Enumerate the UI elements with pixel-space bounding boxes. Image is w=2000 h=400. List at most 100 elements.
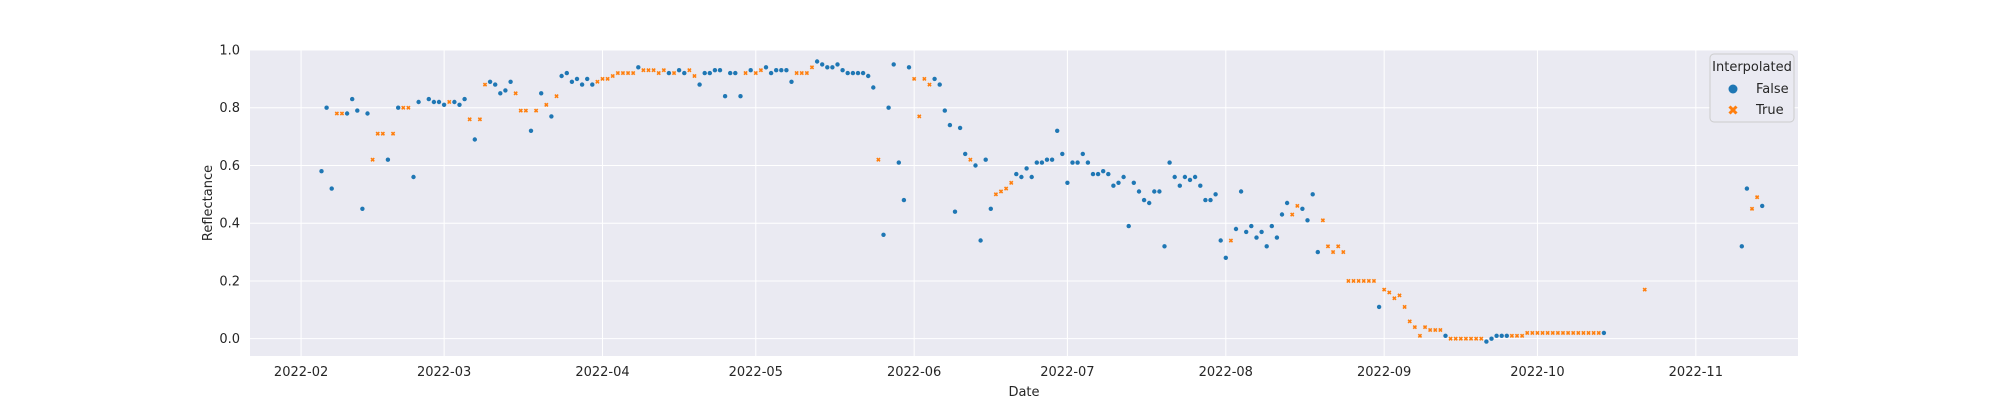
point-true bbox=[1407, 319, 1412, 324]
point-true bbox=[968, 157, 973, 162]
point-true bbox=[477, 117, 483, 122]
point-false bbox=[779, 68, 784, 73]
point-true bbox=[809, 65, 815, 70]
point-true bbox=[1356, 278, 1361, 284]
x-tick-label: 2022-10 bbox=[1510, 365, 1564, 380]
point-false bbox=[1075, 160, 1080, 165]
point-false bbox=[1182, 174, 1188, 180]
point-false bbox=[431, 99, 437, 105]
point-false bbox=[988, 206, 993, 211]
point-true bbox=[1295, 203, 1300, 209]
point-false bbox=[360, 206, 365, 211]
point-false bbox=[845, 70, 850, 76]
point-false bbox=[1249, 223, 1254, 229]
point-false bbox=[1085, 160, 1091, 165]
point-false bbox=[528, 128, 534, 133]
point-false bbox=[1484, 339, 1489, 344]
point-false bbox=[666, 70, 672, 76]
point-true bbox=[927, 82, 932, 87]
point-true bbox=[1341, 249, 1346, 255]
point-true bbox=[1545, 330, 1550, 336]
point-false bbox=[1499, 333, 1504, 338]
point-true bbox=[922, 76, 927, 82]
point-false bbox=[881, 232, 886, 237]
point-false bbox=[983, 157, 988, 162]
point-true bbox=[1749, 206, 1755, 211]
point-false bbox=[365, 111, 370, 116]
legend: Interpolated False True bbox=[1709, 53, 1795, 123]
point-true bbox=[1427, 327, 1433, 333]
point-false bbox=[697, 82, 702, 87]
point-true bbox=[625, 70, 631, 76]
point-true bbox=[595, 79, 600, 84]
point-true bbox=[911, 76, 917, 82]
point-true bbox=[1438, 327, 1443, 333]
point-true bbox=[380, 131, 385, 136]
point-false bbox=[1136, 189, 1142, 194]
point-false bbox=[1039, 160, 1045, 165]
point-false bbox=[676, 68, 682, 73]
point-true bbox=[656, 70, 661, 76]
x-tick-label: 2022-11 bbox=[1669, 365, 1723, 380]
point-true bbox=[600, 76, 605, 82]
point-true bbox=[1228, 238, 1234, 243]
point-false bbox=[472, 137, 477, 142]
point-false bbox=[1101, 169, 1106, 174]
y-tick-label: 0.6 bbox=[219, 159, 240, 174]
point-false bbox=[1060, 151, 1065, 157]
point-false bbox=[324, 105, 329, 110]
point-false bbox=[1070, 160, 1075, 165]
point-true bbox=[1346, 278, 1351, 284]
point-false bbox=[1233, 226, 1239, 232]
point-false bbox=[1192, 174, 1198, 180]
point-true bbox=[1525, 330, 1530, 336]
point-false bbox=[1044, 157, 1050, 162]
point-true bbox=[1596, 330, 1601, 336]
point-false bbox=[329, 186, 334, 191]
point-false bbox=[436, 99, 442, 105]
point-false bbox=[784, 68, 789, 73]
point-true bbox=[631, 70, 636, 76]
point-false bbox=[886, 105, 891, 110]
point-true bbox=[1387, 290, 1392, 295]
point-true bbox=[1509, 333, 1515, 338]
point-true bbox=[1422, 324, 1428, 330]
point-false bbox=[1111, 183, 1116, 188]
point-true bbox=[743, 70, 748, 76]
point-true bbox=[646, 68, 651, 73]
x-tick-label: 2022-04 bbox=[575, 365, 629, 380]
point-true bbox=[447, 99, 452, 105]
point-false bbox=[462, 96, 467, 102]
point-false bbox=[1065, 180, 1070, 185]
point-false bbox=[1213, 192, 1218, 197]
point-true bbox=[1540, 330, 1545, 336]
point-false bbox=[487, 79, 493, 85]
point-true bbox=[482, 82, 488, 87]
point-false bbox=[1095, 171, 1101, 177]
plot-area-background bbox=[250, 50, 1798, 356]
point-false bbox=[1443, 333, 1448, 338]
point-true bbox=[518, 108, 523, 113]
point-true bbox=[1397, 293, 1402, 298]
point-false bbox=[978, 238, 983, 243]
point-true bbox=[1382, 287, 1387, 292]
point-false bbox=[1310, 192, 1315, 197]
point-false bbox=[1019, 174, 1024, 180]
legend-true-marker bbox=[1728, 105, 1738, 115]
point-false bbox=[952, 209, 958, 214]
legend-false-marker bbox=[1728, 84, 1738, 94]
point-true bbox=[1361, 278, 1366, 284]
point-true bbox=[610, 73, 615, 79]
point-false bbox=[733, 70, 738, 76]
point-false bbox=[1106, 171, 1111, 177]
legend-true-label: True bbox=[1755, 103, 1784, 118]
legend-false-label: False bbox=[1756, 82, 1789, 97]
legend-box bbox=[1709, 53, 1795, 123]
x-tick-labels: 2022-02 2022-03 2022-04 2022-05 2022-06 2022-… bbox=[274, 365, 1723, 380]
point-false bbox=[814, 59, 820, 64]
point-false bbox=[1049, 157, 1055, 162]
point-true bbox=[533, 108, 539, 113]
point-true bbox=[1581, 330, 1586, 336]
x-tick-label: 2022-06 bbox=[887, 365, 941, 380]
point-false bbox=[457, 102, 462, 108]
